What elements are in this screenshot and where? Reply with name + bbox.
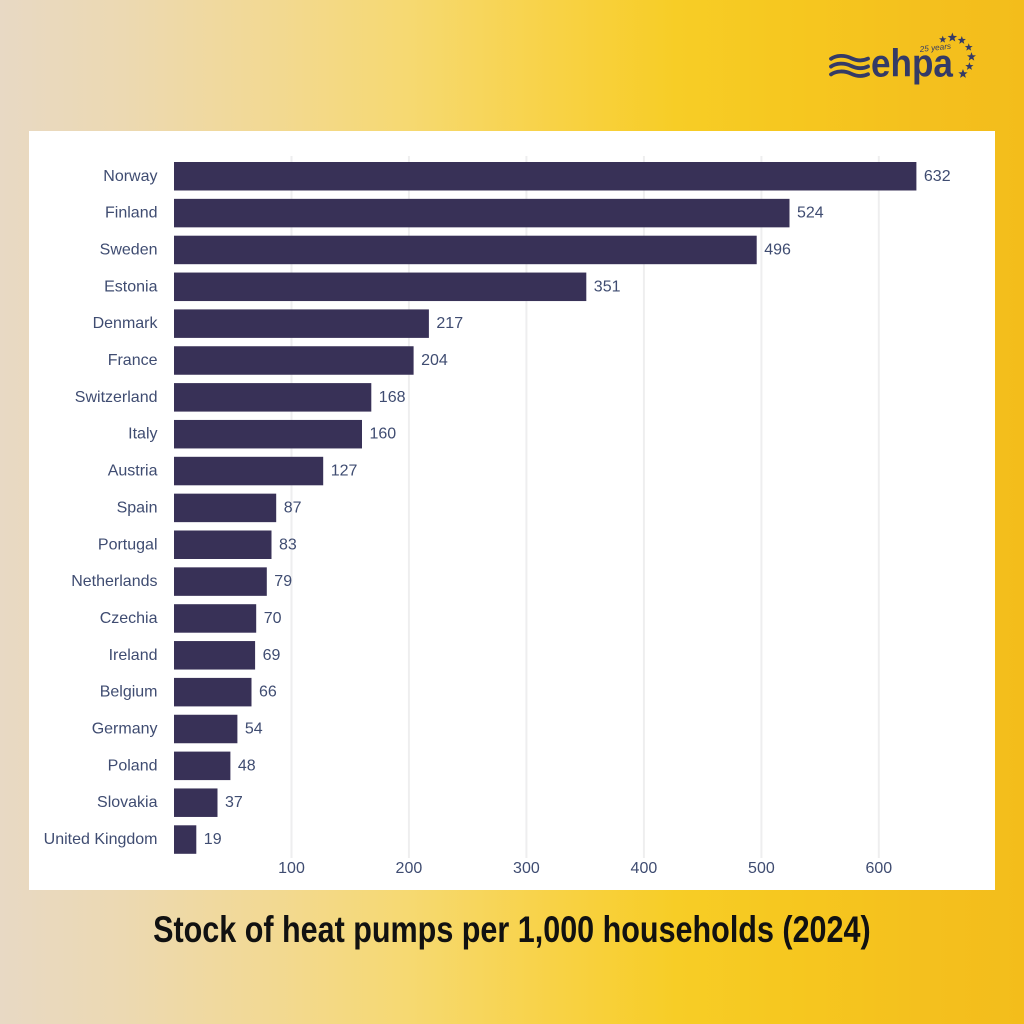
svg-text:54: 54 <box>244 721 262 738</box>
svg-text:Austria: Austria <box>107 463 157 480</box>
svg-text:37: 37 <box>225 794 243 811</box>
svg-text:Sweden: Sweden <box>99 241 157 258</box>
svg-text:500: 500 <box>748 860 775 877</box>
svg-text:Belgium: Belgium <box>99 684 157 701</box>
svg-text:168: 168 <box>378 389 405 406</box>
svg-text:66: 66 <box>259 684 277 701</box>
svg-text:200: 200 <box>395 860 422 877</box>
svg-text:160: 160 <box>369 426 396 443</box>
svg-text:Spain: Spain <box>116 499 157 516</box>
svg-text:70: 70 <box>263 610 281 627</box>
svg-text:69: 69 <box>262 647 280 664</box>
svg-text:Slovakia: Slovakia <box>97 794 158 811</box>
svg-text:524: 524 <box>797 205 824 222</box>
svg-text:United Kingdom: United Kingdom <box>43 831 157 848</box>
svg-text:600: 600 <box>865 860 892 877</box>
svg-text:Italy: Italy <box>128 426 157 443</box>
svg-text:632: 632 <box>923 168 950 185</box>
svg-text:Portugal: Portugal <box>97 536 157 553</box>
svg-text:Norway: Norway <box>103 168 157 185</box>
svg-text:87: 87 <box>283 499 301 516</box>
svg-text:127: 127 <box>330 463 357 480</box>
svg-text:Denmark: Denmark <box>92 315 158 332</box>
svg-text:19: 19 <box>203 831 221 848</box>
svg-text:Netherlands: Netherlands <box>71 573 157 590</box>
svg-text:79: 79 <box>274 573 292 590</box>
svg-text:Ireland: Ireland <box>108 647 157 664</box>
svg-text:48: 48 <box>237 757 255 774</box>
svg-text:351: 351 <box>593 278 620 295</box>
svg-text:25 years: 25 years <box>918 42 951 54</box>
svg-text:100: 100 <box>278 860 305 877</box>
svg-text:400: 400 <box>630 860 657 877</box>
svg-text:83: 83 <box>279 536 297 553</box>
svg-text:Estonia: Estonia <box>104 278 157 295</box>
svg-text:217: 217 <box>436 315 463 332</box>
svg-text:Finland: Finland <box>105 205 157 222</box>
svg-text:Poland: Poland <box>107 757 157 774</box>
svg-text:496: 496 <box>764 241 791 258</box>
svg-text:Germany: Germany <box>91 721 157 738</box>
svg-text:Switzerland: Switzerland <box>74 389 157 406</box>
svg-text:Czechia: Czechia <box>99 610 157 627</box>
svg-text:France: France <box>107 352 157 369</box>
svg-text:300: 300 <box>513 860 540 877</box>
svg-text:204: 204 <box>421 352 448 369</box>
svg-text:ehpa: ehpa <box>871 41 953 85</box>
